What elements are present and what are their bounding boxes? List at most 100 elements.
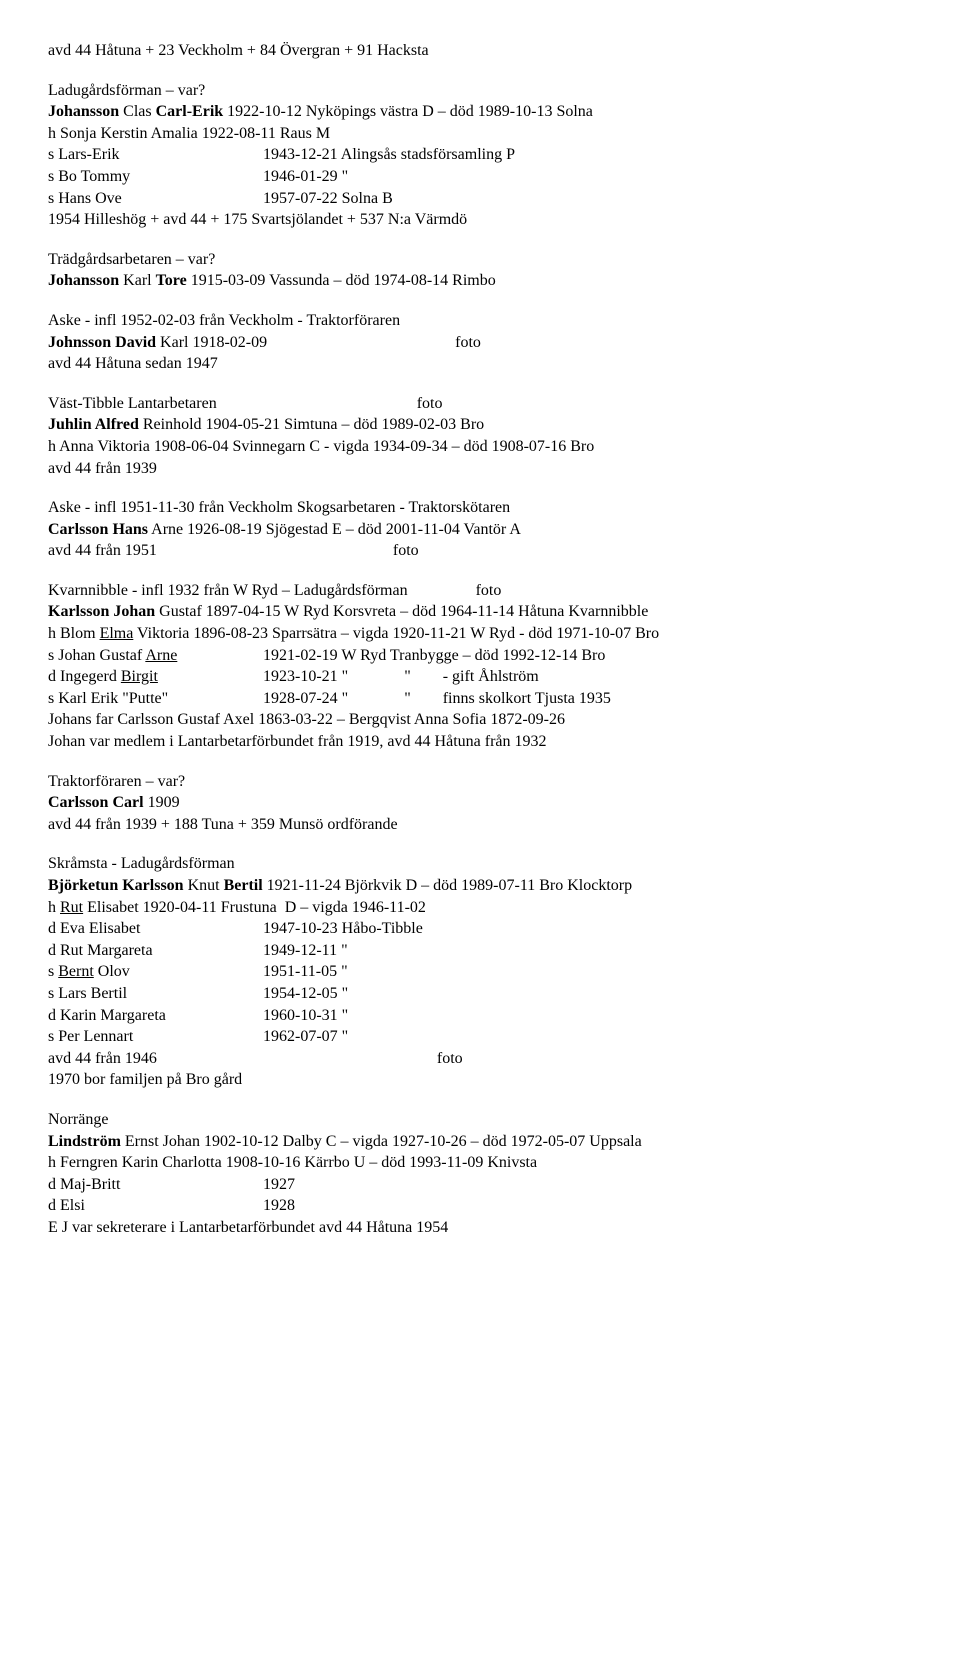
text-line: E J var sekreterare i Lantarbetarförbund… [48, 1217, 912, 1239]
child-name: s Hans Ove [48, 188, 263, 210]
text: Ernst Johan 1902-10-12 Dalby C – vigda 1… [121, 1133, 642, 1150]
text-line: Trädgårdsarbetaren – var? [48, 249, 912, 271]
text-line: Aske - infl 1952-02-03 från Veckholm - T… [48, 310, 912, 332]
child-row: s Karl Erik "Putte"1928-07-24 " " finns … [48, 688, 912, 710]
text-line: avd 44 Håtuna + 23 Veckholm + 84 Övergra… [48, 40, 912, 62]
text: Knut [184, 877, 224, 894]
text-line: Karlsson Johan Gustaf 1897-04-15 W Ryd K… [48, 601, 912, 623]
child-name: s Lars-Erik [48, 144, 263, 166]
name: Johnsson David [48, 334, 156, 351]
child-name: d Rut Margareta [48, 940, 263, 962]
child-date: 1962-07-07 " [263, 1026, 912, 1048]
child-row: d Maj-Britt1927 [48, 1174, 912, 1196]
name: Carlsson Carl [48, 794, 144, 811]
child-date: 1927 [263, 1174, 912, 1196]
child-row: s Bernt Olov1951-11-05 " [48, 961, 912, 983]
text-line: 1954 Hilleshög + avd 44 + 175 Svartsjöla… [48, 209, 912, 231]
given-name: Bertil [224, 877, 263, 894]
text-line: Johans far Carlsson Gustaf Axel 1863-03-… [48, 709, 912, 731]
child-name: d Ingegerd Birgit [48, 666, 263, 688]
name: Juhlin Alfred [48, 416, 139, 433]
text: Reinhold 1904-05-21 Simtuna – död 1989-0… [139, 416, 484, 433]
section-8: Traktorföraren – var? Carlsson Carl 1909… [48, 771, 912, 836]
child-row: s Hans Ove1957-07-22 Solna B [48, 188, 912, 210]
underlined-name: Elma [100, 625, 134, 642]
child-name: d Eva Elisabet [48, 918, 263, 940]
child-row: d Rut Margareta1949-12-11 " [48, 940, 912, 962]
child-date: 1947-10-23 Håbo-Tibble [263, 918, 912, 940]
text-line: h Sonja Kerstin Amalia 1922-08-11 Raus M [48, 123, 912, 145]
child-date: 1943-12-21 Alingsås stadsförsamling P [263, 144, 912, 166]
text-line: Johansson Karl Tore 1915-03-09 Vassunda … [48, 270, 912, 292]
text: h Blom [48, 625, 100, 642]
text: 1922-10-12 Nyköpings västra D – död 1989… [223, 103, 593, 120]
section-5: Väst-Tibble Lantarbetaren foto Juhlin Al… [48, 393, 912, 479]
text-line: h Blom Elma Viktoria 1896-08-23 Sparrsät… [48, 623, 912, 645]
child-date: 1949-12-11 " [263, 940, 912, 962]
text-line: avd 44 Håtuna sedan 1947 [48, 353, 912, 375]
child-detail: 1928-07-24 " " finns skolkort Tjusta 193… [263, 688, 912, 710]
text-line: Juhlin Alfred Reinhold 1904-05-21 Simtun… [48, 414, 912, 436]
text-line: Carlsson Hans Arne 1926-08-19 Sjögestad … [48, 519, 912, 541]
surname: Johansson [48, 103, 119, 120]
child-detail: 1921-02-19 W Ryd Tranbygge – död 1992-12… [263, 645, 912, 667]
child-detail: 1923-10-21 " " - gift Åhlström [263, 666, 912, 688]
text-line: Kvarnnibble - infl 1932 från W Ryd – Lad… [48, 580, 912, 602]
text-line: Johnsson David Karl 1918-02-09 foto [48, 332, 912, 354]
surname: Lindström [48, 1133, 121, 1150]
text-line: 1970 bor familjen på Bro gård [48, 1069, 912, 1091]
text: 1915-03-09 Vassunda – död 1974-08-14 Rim… [187, 272, 496, 289]
text-line: Väst-Tibble Lantarbetaren foto [48, 393, 912, 415]
text-line: h Ferngren Karin Charlotta 1908-10-16 Kä… [48, 1152, 912, 1174]
child-name: s Bo Tommy [48, 166, 263, 188]
section-6: Aske - infl 1951-11-30 från Veckholm Sko… [48, 497, 912, 562]
text-line: Skråmsta - Ladugårdsförman [48, 853, 912, 875]
text-line: Norränge [48, 1109, 912, 1131]
surname: Björketun Karlsson [48, 877, 184, 894]
child-name: s Bernt Olov [48, 961, 263, 983]
text: 1921-11-24 Björkvik D – död 1989-07-11 B… [263, 877, 632, 894]
child-date: 1954-12-05 " [263, 983, 912, 1005]
child-row: s Lars Bertil1954-12-05 " [48, 983, 912, 1005]
text: Gustaf 1897-04-15 W Ryd Korsvreta – död … [155, 603, 648, 620]
child-name: s Lars Bertil [48, 983, 263, 1005]
child-date: 1951-11-05 " [263, 961, 912, 983]
section-1: avd 44 Håtuna + 23 Veckholm + 84 Övergra… [48, 40, 912, 62]
child-row: s Bo Tommy1946-01-29 " [48, 166, 912, 188]
surname: Johansson [48, 272, 119, 289]
child-name: s Johan Gustaf Arne [48, 645, 263, 667]
text-line: avd 44 från 1939 [48, 458, 912, 480]
child-name: s Karl Erik "Putte" [48, 688, 263, 710]
section-9: Skråmsta - Ladugårdsförman Björketun Kar… [48, 853, 912, 1091]
text-line: h Rut Elisabet 1920-04-11 Frustuna D – v… [48, 897, 912, 919]
text: Clas [119, 103, 155, 120]
child-date: 1946-01-29 " [263, 166, 912, 188]
section-10: Norränge Lindström Ernst Johan 1902-10-1… [48, 1109, 912, 1239]
text-line: avd 44 från 1946 foto [48, 1048, 912, 1070]
child-row: s Lars-Erik1943-12-21 Alingsås stadsförs… [48, 144, 912, 166]
text-line: avd 44 från 1951 foto [48, 540, 912, 562]
name: Karlsson Johan [48, 603, 155, 620]
text: Viktoria 1896-08-23 Sparrsätra – vigda 1… [133, 625, 659, 642]
child-date: 1960-10-31 " [263, 1005, 912, 1027]
text-line: Aske - infl 1951-11-30 från Veckholm Sko… [48, 497, 912, 519]
text-line: Carlsson Carl 1909 [48, 792, 912, 814]
child-row: d Eva Elisabet1947-10-23 Håbo-Tibble [48, 918, 912, 940]
text-line: h Anna Viktoria 1908-06-04 Svinnegarn C … [48, 436, 912, 458]
child-row: d Ingegerd Birgit1923-10-21 " " - gift Å… [48, 666, 912, 688]
section-7: Kvarnnibble - infl 1932 från W Ryd – Lad… [48, 580, 912, 753]
child-date: 1957-07-22 Solna B [263, 188, 912, 210]
child-date: 1928 [263, 1195, 912, 1217]
child-row: d Elsi1928 [48, 1195, 912, 1217]
text-line: Ladugårdsförman – var? [48, 80, 912, 102]
section-2: Ladugårdsförman – var? Johansson Clas Ca… [48, 80, 912, 231]
section-4: Aske - infl 1952-02-03 från Veckholm - T… [48, 310, 912, 375]
child-row: d Karin Margareta1960-10-31 " [48, 1005, 912, 1027]
text-line: Traktorföraren – var? [48, 771, 912, 793]
child-name: d Maj-Britt [48, 1174, 263, 1196]
given-name: Carl-Erik [156, 103, 224, 120]
text-line: Johan var medlem i Lantarbetarförbundet … [48, 731, 912, 753]
child-name: s Per Lennart [48, 1026, 263, 1048]
given-name: Tore [156, 272, 187, 289]
child-row: s Johan Gustaf Arne1921-02-19 W Ryd Tran… [48, 645, 912, 667]
